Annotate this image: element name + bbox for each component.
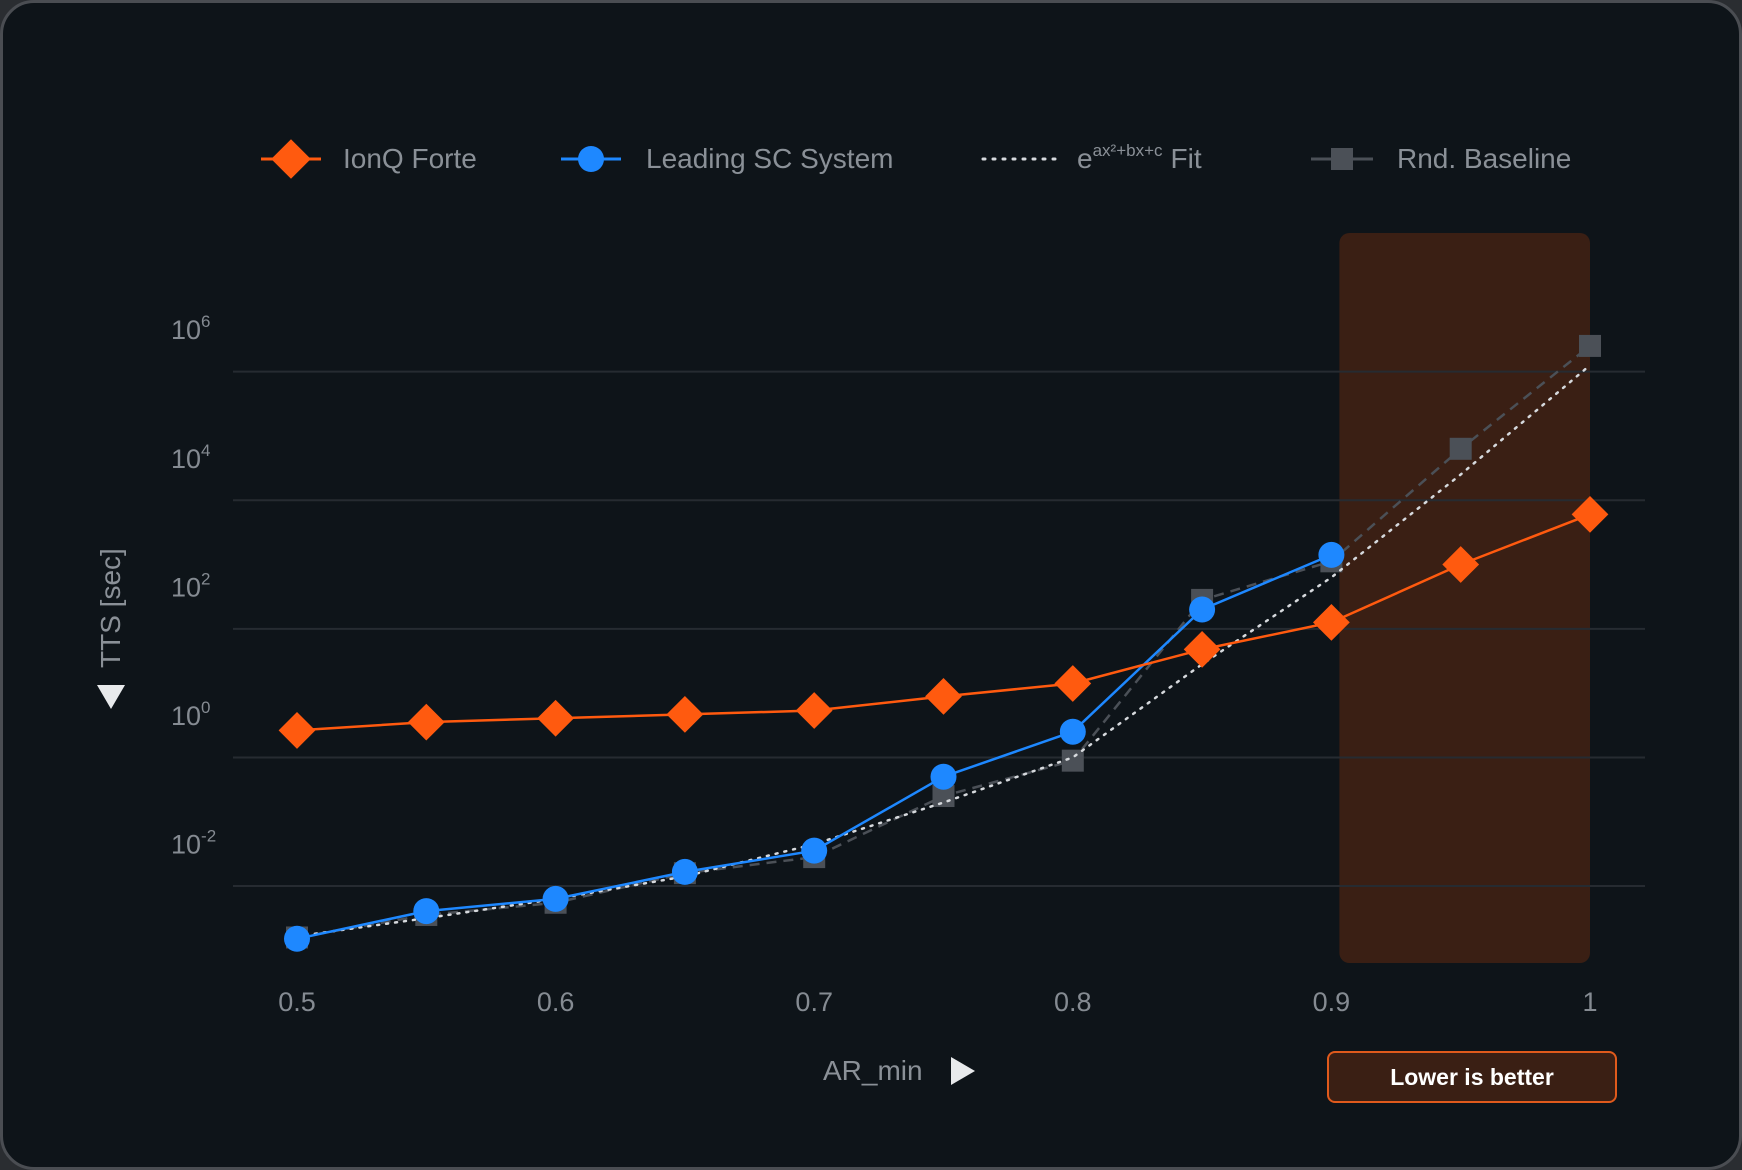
x-axis-title: AR_min xyxy=(823,1055,975,1086)
y-tick-label: 100 xyxy=(171,698,211,731)
sc-point xyxy=(542,885,569,912)
legend-square-icon xyxy=(1331,148,1353,170)
x-tick-label: 0.8 xyxy=(1054,987,1092,1017)
legend-item-baseline[interactable]: Rnd. Baseline xyxy=(1311,143,1571,174)
y-tick-label: 106 xyxy=(171,312,211,345)
legend-diamond-icon xyxy=(271,139,311,179)
x-tick-label: 0.9 xyxy=(1313,987,1351,1017)
legend-item-ionq[interactable]: IonQ Forte xyxy=(261,139,477,179)
y-tick-base: 10 xyxy=(171,701,201,731)
fit-formula-exponent: ax²+bx+c xyxy=(1093,141,1163,160)
sc-point xyxy=(801,837,828,864)
legend-label-baseline: Rnd. Baseline xyxy=(1397,143,1571,174)
lower-is-better-badge: Lower is better xyxy=(1327,1051,1617,1103)
x-tick-label: 1 xyxy=(1582,987,1597,1017)
x-tick-labels: 0.5 0.6 0.7 0.8 0.9 1 xyxy=(278,987,1597,1017)
baseline-point xyxy=(1061,749,1084,772)
sc-point xyxy=(930,763,957,790)
highlight-region xyxy=(1339,233,1590,963)
x-tick-label: 0.6 xyxy=(537,987,575,1017)
y-tick-base: 10 xyxy=(171,572,201,602)
ionq-point xyxy=(1313,604,1350,641)
x-axis-label: AR_min xyxy=(823,1055,923,1086)
sc-point xyxy=(1189,596,1216,623)
sc-point xyxy=(284,925,310,952)
y-axis-label: TTS [sec] xyxy=(95,548,126,668)
series-line-sc xyxy=(296,553,1332,941)
y-axis-title: TTS [sec] xyxy=(95,548,126,709)
fit-formula-base: e xyxy=(1077,143,1093,174)
legend-label-sc: Leading SC System xyxy=(646,143,893,174)
baseline-point xyxy=(1449,437,1472,460)
legend-item-fit[interactable]: eax²+bx+c Fit xyxy=(981,141,1202,174)
ionq-point xyxy=(537,699,574,737)
legend-label-fit: eax²+bx+c Fit xyxy=(1077,141,1202,174)
ionq-point xyxy=(925,677,962,715)
legend-circle-icon xyxy=(578,146,604,172)
y-tick-base: 10 xyxy=(171,830,201,860)
sc-point xyxy=(1318,541,1345,568)
legend: IonQ Forte Leading SC System eax²+bx+c Fi… xyxy=(261,139,1571,179)
series-group xyxy=(278,334,1609,952)
y-tick-exponent: 0 xyxy=(201,698,210,717)
y-tick-exponent: 4 xyxy=(201,441,210,460)
series-line-fit xyxy=(295,363,1592,938)
fit-label-word: Fit xyxy=(1171,143,1202,174)
y-tick-label: 102 xyxy=(171,569,211,602)
sc-point xyxy=(413,898,440,925)
y-tick-label: 10-2 xyxy=(171,827,216,860)
legend-label-ionq: IonQ Forte xyxy=(343,143,477,174)
sc-point xyxy=(1059,718,1086,745)
x-tick-label: 0.5 xyxy=(278,987,316,1017)
y-tick-base: 10 xyxy=(171,444,201,474)
y-tick-exponent: 6 xyxy=(201,312,210,331)
legend-item-sc[interactable]: Leading SC System xyxy=(561,143,893,174)
ionq-point xyxy=(1442,546,1480,583)
ionq-point xyxy=(1571,496,1609,533)
ionq-point xyxy=(407,703,445,741)
gridlines xyxy=(233,370,1645,888)
ionq-point xyxy=(278,712,316,749)
y-tick-base: 10 xyxy=(171,315,201,345)
y-tick-exponent: 2 xyxy=(201,569,210,588)
ionq-point xyxy=(1183,631,1221,668)
baseline-point xyxy=(1579,334,1601,357)
sc-point xyxy=(671,858,698,885)
ionq-point xyxy=(795,692,833,729)
right-triangle-icon xyxy=(951,1057,975,1085)
ionq-point xyxy=(1054,665,1092,702)
y-tick-label: 104 xyxy=(171,441,211,474)
x-tick-label: 0.7 xyxy=(795,987,833,1017)
ionq-point xyxy=(666,695,704,733)
y-tick-exponent: -2 xyxy=(201,827,216,846)
down-triangle-icon xyxy=(97,685,125,709)
